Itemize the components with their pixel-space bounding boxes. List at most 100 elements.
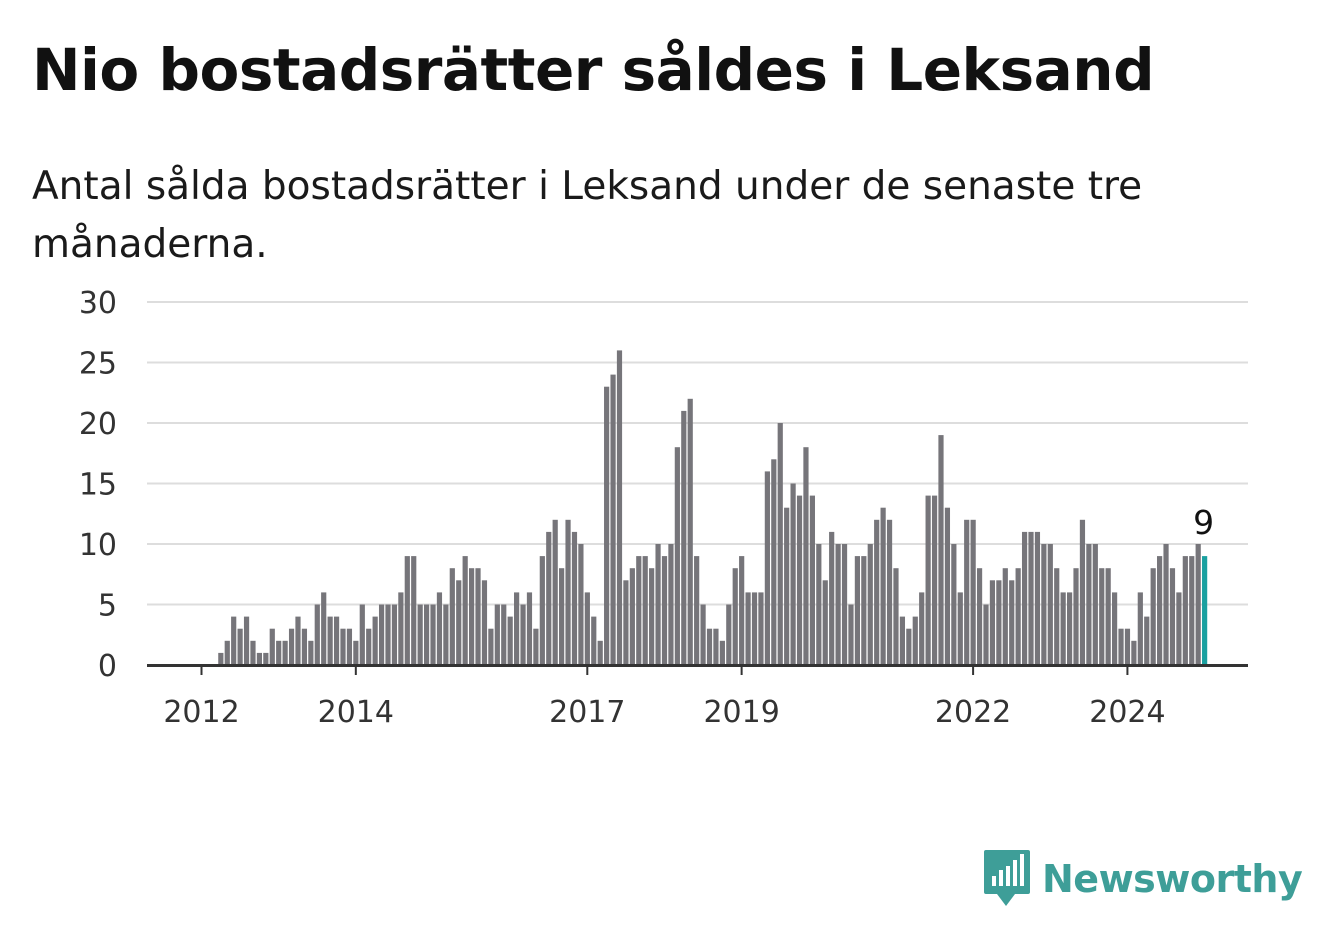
bar: [1002, 568, 1008, 665]
bar: [610, 374, 616, 665]
logo-text: Newsworthy: [1042, 857, 1303, 901]
bar: [919, 592, 925, 665]
bar: [726, 604, 732, 665]
bar: [565, 519, 571, 665]
bar: [321, 592, 327, 665]
bar: [1189, 556, 1195, 665]
y-tick-label: 0: [98, 649, 117, 684]
bar: [964, 519, 970, 665]
bar: [436, 592, 443, 665]
bar: [668, 544, 674, 665]
bar: [1034, 531, 1041, 665]
bar: [931, 495, 938, 665]
bar: [629, 568, 635, 665]
bar: [494, 604, 500, 665]
bar: [1028, 531, 1034, 665]
bar: [989, 580, 996, 665]
bar: [1176, 592, 1182, 665]
bar: [391, 604, 398, 665]
bar: [636, 556, 642, 665]
bar: [533, 628, 539, 665]
bar: [539, 556, 545, 665]
bar: [224, 640, 230, 665]
bar: [649, 568, 655, 665]
bar: [1021, 531, 1028, 665]
bar: [700, 604, 706, 665]
bar: [584, 592, 590, 665]
y-tick-label: 5: [98, 589, 117, 624]
bar: [546, 531, 552, 665]
bar: [520, 604, 526, 665]
bar: [829, 531, 835, 665]
bar: [1079, 519, 1086, 665]
bar: [507, 616, 513, 665]
bar: [1041, 544, 1047, 665]
bar: [469, 568, 475, 665]
bar: [237, 628, 243, 665]
bar: [861, 556, 867, 665]
bar: [1092, 544, 1098, 665]
bar: [758, 592, 764, 665]
last-value-label: 9: [1193, 503, 1214, 542]
bar: [803, 447, 809, 665]
bar: [899, 616, 906, 665]
bar: [655, 544, 661, 665]
bar: [385, 604, 391, 665]
bar: [423, 604, 430, 665]
bar: [1124, 628, 1131, 665]
bar: [327, 616, 333, 665]
y-tick-label: 30: [79, 286, 117, 321]
bar: [790, 483, 796, 665]
bar: [308, 640, 314, 665]
y-tick-label: 25: [79, 347, 117, 382]
bar: [526, 592, 533, 665]
bar: [983, 604, 989, 665]
bar: [449, 568, 455, 665]
bar: [886, 519, 893, 665]
bar: [218, 652, 224, 665]
bar: [475, 568, 481, 665]
bar: [1118, 628, 1124, 665]
bar: [1073, 568, 1079, 665]
bar: [1066, 592, 1073, 665]
bar: [359, 604, 365, 665]
bar: [571, 531, 578, 665]
bar: [906, 628, 912, 665]
bar: [1131, 640, 1137, 665]
x-tick-label: 2017: [549, 695, 625, 730]
bar: [1112, 592, 1118, 665]
bar: [1137, 592, 1143, 665]
bar: [443, 604, 449, 665]
bar: [944, 507, 951, 665]
bar: [893, 568, 899, 665]
bar: [411, 556, 417, 665]
bar: [288, 628, 295, 665]
bar: [732, 568, 738, 665]
bar: [951, 544, 957, 665]
bar: [514, 592, 520, 665]
bar: [501, 604, 507, 665]
bar: [616, 350, 623, 665]
x-tick-label: 2012: [163, 695, 239, 730]
bar: [687, 398, 693, 665]
newsworthy-logo-icon: [984, 850, 1030, 906]
bar: [751, 592, 758, 665]
bar: [378, 604, 385, 665]
bar: [674, 447, 680, 665]
bar: [333, 616, 340, 665]
bar: [976, 568, 983, 665]
bar: [796, 495, 803, 665]
bar: [1015, 568, 1021, 665]
bar: [1047, 544, 1053, 665]
bar: [681, 410, 687, 665]
bar: [816, 544, 822, 665]
bar: [604, 386, 610, 665]
bar: [925, 495, 931, 665]
bar: [745, 592, 751, 665]
bar: [835, 544, 841, 665]
x-tick-label: 2014: [318, 695, 394, 730]
bar: [713, 628, 719, 665]
bar: [256, 652, 263, 665]
bar: [417, 604, 423, 665]
bar: [623, 580, 629, 665]
